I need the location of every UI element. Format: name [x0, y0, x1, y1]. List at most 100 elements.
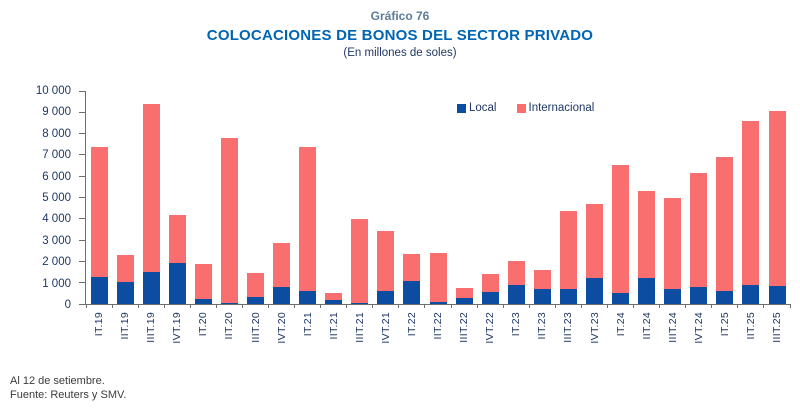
x-axis-tick — [450, 304, 452, 308]
x-axis-tick — [398, 304, 400, 308]
chart-title: COLOCACIONES DE BONOS DEL SECTOR PRIVADO — [206, 27, 594, 44]
x-axis-tick — [163, 304, 165, 308]
bar-slot-IIT.24: IIT.24 — [634, 91, 660, 339]
bar-segment-local — [116, 281, 134, 304]
bar-segment-internacional — [507, 261, 525, 285]
x-axis-label: IVT.24 — [692, 312, 705, 344]
stacked-bar — [664, 197, 682, 304]
bar-segment-local — [612, 293, 630, 304]
stacked-bar — [559, 211, 577, 304]
footnote: Al 12 de setiembre. — [10, 375, 105, 387]
bar-slot-IVT.24: IVT.24 — [686, 91, 712, 344]
x-axis-tick — [346, 304, 348, 308]
x-axis-tick — [711, 304, 713, 308]
x-axis-tick — [789, 304, 791, 308]
stacked-bar — [168, 214, 186, 304]
stacked-bar — [716, 157, 734, 304]
bar-segment-local — [481, 292, 499, 304]
bar-segment-internacional — [768, 111, 786, 286]
y-axis-label: 3 000 — [42, 234, 71, 247]
bar-segment-local — [299, 290, 317, 304]
x-axis-tick — [241, 304, 243, 308]
x-axis-tick — [502, 304, 504, 308]
bar-segment-local — [559, 289, 577, 304]
stacked-bar — [247, 273, 264, 304]
x-axis-tick — [554, 304, 556, 308]
y-axis-tick — [79, 133, 85, 135]
stacked-bar — [116, 255, 134, 304]
y-axis-label: 5 000 — [42, 192, 71, 204]
stacked-bar — [299, 147, 317, 304]
stacked-bar — [325, 293, 343, 304]
bar-segment-internacional — [664, 197, 682, 290]
stacked-bar — [377, 230, 395, 304]
stacked-bar — [220, 138, 238, 304]
bar-segment-local — [638, 278, 656, 304]
x-axis-label: IIT.23 — [536, 312, 549, 340]
y-axis: 0 1 000 2 000 3 000 4 000 5 000 6 000 7 000 8 00… — [0, 85, 78, 311]
x-axis-label: IT.19 — [93, 312, 106, 337]
x-axis-tick — [580, 304, 582, 308]
x-axis-label: IT.25 — [718, 312, 731, 337]
x-axis-tick — [85, 304, 87, 308]
bar-segment-local — [273, 287, 291, 304]
bar-segment-local — [247, 296, 264, 304]
local-swatch-icon — [457, 103, 466, 113]
bar-segment-local — [168, 263, 186, 304]
x-axis-tick — [189, 304, 191, 308]
x-axis-label: IIIT.20 — [249, 312, 262, 343]
x-axis-label: IVT.22 — [484, 312, 497, 344]
bar-segment-local — [377, 290, 395, 304]
stacked-bar — [586, 203, 604, 304]
bar-segment-internacional — [377, 230, 395, 291]
bar-segment-internacional — [168, 214, 186, 264]
internacional-swatch-icon — [516, 103, 526, 113]
bar-segment-internacional — [429, 252, 447, 303]
x-axis-tick — [424, 304, 426, 308]
x-axis-label: IIIT.25 — [771, 312, 784, 343]
stacked-bar — [455, 288, 473, 304]
bar-slot-IIIT.22: IIIT.22 — [451, 91, 477, 343]
bar-segment-internacional — [559, 211, 577, 290]
x-axis-label: IIIT.23 — [562, 312, 575, 343]
bar-segment-internacional — [742, 120, 760, 285]
chart-area: 0 1 000 2 000 3 000 4 000 5 000 6 000 7 000 8 00… — [0, 85, 800, 365]
bar-slot-IIIT.24: IIIT.24 — [660, 91, 686, 343]
y-axis-tick — [79, 197, 85, 198]
bar-segment-local — [403, 280, 421, 304]
bar-slot-IT.21: IT.21 — [295, 91, 321, 336]
bars-container: IT.19 IIT.19 IIIT.19 IVT.19 IT.20 IIT.20 IIIT.… — [86, 91, 790, 344]
bar-slot-IIIT.21: IIIT.21 — [347, 91, 373, 343]
y-axis-tick — [79, 260, 85, 262]
stacked-bar — [533, 269, 551, 304]
y-axis-tick — [79, 90, 85, 92]
y-axis-label: 1 000 — [42, 277, 71, 290]
legend: Local Internacional — [457, 102, 594, 114]
bar-segment-local — [664, 289, 682, 304]
y-axis-label: 7 000 — [42, 149, 71, 162]
stacked-bar — [273, 243, 291, 304]
x-axis-label: IT.24 — [614, 312, 627, 337]
chart-subtitle: (En millones de soles) — [343, 47, 457, 59]
y-axis-label: 10 000 — [35, 85, 71, 97]
x-axis-label: IT.20 — [197, 312, 210, 337]
bar-segment-internacional — [90, 147, 108, 278]
bar-slot-IVT.19: IVT.19 — [164, 91, 190, 344]
bar-slot-IT.19: IT.19 — [86, 91, 112, 336]
y-axis-tick — [79, 154, 85, 156]
bar-slot-IT.22: IT.22 — [399, 91, 425, 336]
x-axis-tick — [606, 304, 608, 308]
bar-segment-local — [768, 285, 786, 304]
x-axis-tick — [659, 304, 661, 308]
bar-slot-IVT.20: IVT.20 — [269, 91, 295, 344]
bar-segment-internacional — [586, 203, 604, 279]
bar-segment-local — [742, 284, 760, 304]
bar-segment-local — [220, 303, 238, 304]
bar-segment-local — [142, 272, 160, 304]
bar-slot-IIIT.23: IIIT.23 — [555, 91, 581, 343]
y-axis-label: 8 000 — [42, 127, 71, 140]
x-axis-label: IIT.22 — [432, 312, 445, 340]
y-axis-label: 4 000 — [42, 213, 71, 226]
legend-label-internacional: Internacional — [528, 102, 595, 114]
